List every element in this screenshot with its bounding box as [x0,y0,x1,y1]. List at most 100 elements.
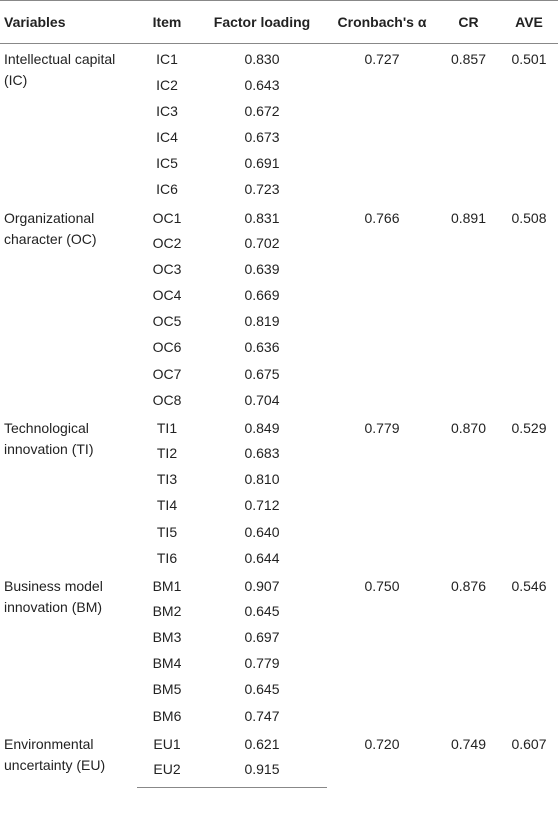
factor-loading-cell: 0.683 [244,444,280,461]
item-cell: IC5 [156,155,178,172]
item-cell: BM4 [152,655,182,672]
ave-cell: 0.607 [511,735,547,752]
item-cell: OC1 [152,209,182,226]
factor-loading-cell: 0.639 [244,260,280,277]
factor-loading-cell: 0.849 [244,419,280,436]
table-row: BM3 0.697 [0,622,558,648]
table-row: Technological innovation (TI) TI1 0.849 0.77… [0,411,558,457]
item-cell: IC3 [156,102,178,119]
ave-cell: 0.529 [511,419,547,436]
factor-loading-cell: 0.723 [244,181,280,198]
header-ave: AVE [500,0,558,44]
variable-name-line1: Intellectual capital [4,51,116,67]
variable-name-line2: innovation (TI) [4,440,94,457]
cr-cell: 0.749 [450,735,487,752]
item-cell: OC3 [152,260,182,277]
item-cell: BM3 [152,629,182,646]
factor-loading-cell: 0.675 [244,365,280,382]
header-cronbachs-alpha: Cronbach's α [327,0,437,44]
table-row: OC6 0.636 [0,332,558,358]
factor-loading-cell: 0.702 [244,234,280,251]
table-row: OC5 0.819 [0,306,558,332]
item-cell: TI3 [156,471,178,488]
cronbachs-alpha-cell: 0.720 [364,735,400,752]
variable-name-line1: Business model [4,577,103,594]
factor-loading-cell: 0.907 [244,577,280,594]
table-row: OC4 0.669 [0,280,558,306]
cronbachs-alpha-cell: 0.779 [364,419,400,436]
item-cell: OC2 [152,234,182,251]
reliability-validity-table: Variables Item Factor loading Cronbach's… [0,0,558,788]
ave-cell: 0.508 [511,209,547,226]
table-header: Variables Item Factor loading Cronbach's… [0,0,558,44]
item-cell: TI4 [156,497,178,514]
header-factor-loading: Factor loading [197,0,327,44]
item-cell: BM6 [152,707,182,724]
item-cell: IC6 [156,181,178,198]
cr-cell: 0.870 [450,419,487,436]
factor-loading-cell: 0.691 [244,155,280,172]
cronbachs-alpha-cell: 0.727 [364,51,400,67]
cronbachs-alpha-cell: 0.766 [364,209,400,226]
factor-loading-cell: 0.915 [197,753,327,788]
item-cell: EU1 [153,735,181,752]
item-cell: BM2 [152,602,182,619]
item-cell: OC6 [152,339,182,356]
factor-loading-cell: 0.831 [244,209,280,226]
table-row: IC3 0.672 [0,96,558,122]
item-cell: IC2 [156,76,178,93]
factor-loading-cell: 0.645 [244,602,280,619]
table-row: EU2 0.915 [0,753,558,788]
table-row: BM4 0.779 [0,648,558,674]
variable-cell: Business model innovation (BM) [0,569,137,727]
factor-loading-cell: 0.810 [244,471,280,488]
factor-loading-cell: 0.636 [244,339,280,356]
table-row: TI4 0.712 [0,490,558,516]
table-row: BM2 0.645 [0,596,558,622]
table-row: IC4 0.673 [0,122,558,148]
variable-name-line1: Environmental [4,735,94,752]
factor-loading-cell: 0.819 [244,313,280,330]
item-cell: OC7 [152,365,182,382]
table-row: Environmental uncertainty (EU) EU1 0.621 0.7… [0,727,558,773]
table-row: Organizational character (OC) OC1 0.831 0.76… [0,201,558,247]
cr-cell: 0.891 [450,209,487,226]
item-cell: OC5 [152,313,182,330]
table-row: Intellectual capital (IC) IC1 0.830 0.727 0.8… [0,44,558,88]
factor-loading-cell: 0.779 [244,655,280,672]
table-row: IC5 0.691 [0,148,558,174]
variable-name-line2: innovation (BM) [4,598,103,615]
item-cell: TI6 [156,549,178,566]
item-cell: OC4 [152,287,182,303]
item-cell: BM1 [152,577,182,594]
table-row: OC2 0.702 [0,228,558,254]
variable-name-line1: Organizational [4,209,95,226]
factor-loading-cell: 0.672 [244,102,280,119]
variable-name-line2: uncertainty (EU) [4,756,106,773]
variable-name-line1: Technological [4,419,89,436]
variable-cell: Environmental uncertainty (EU) [0,727,137,788]
table-row: OC7 0.675 [0,359,558,385]
item-cell: TI2 [156,444,178,461]
factor-loading-cell: 0.643 [244,76,280,93]
cronbachs-alpha-cell: 0.750 [364,577,400,594]
factor-loading-cell: 0.830 [244,51,280,67]
item-cell: EU2 [137,753,197,788]
table-row: TI6 0.644 [0,543,558,569]
factor-loading-cell: 0.697 [244,629,280,646]
cr-cell: 0.857 [450,51,487,67]
table-row: OC3 0.639 [0,254,558,280]
factor-loading-cell: 0.669 [244,287,280,303]
table-row: TI3 0.810 [0,464,558,490]
cr-cell: 0.876 [450,577,487,594]
factor-loading-cell: 0.712 [244,497,280,514]
table-row: TI5 0.640 [0,517,558,543]
item-cell: IC1 [156,51,178,67]
variable-cell: Technological innovation (TI) [0,411,137,569]
header-item: Item [137,0,197,44]
variable-name-line2: character (OC) [4,230,97,247]
table-row: Business model innovation (BM) BM1 0.907 0.7… [0,569,558,615]
factor-loading-cell: 0.673 [244,129,280,146]
table-row: BM5 0.645 [0,674,558,700]
table-row: IC6 0.723 [0,174,558,200]
